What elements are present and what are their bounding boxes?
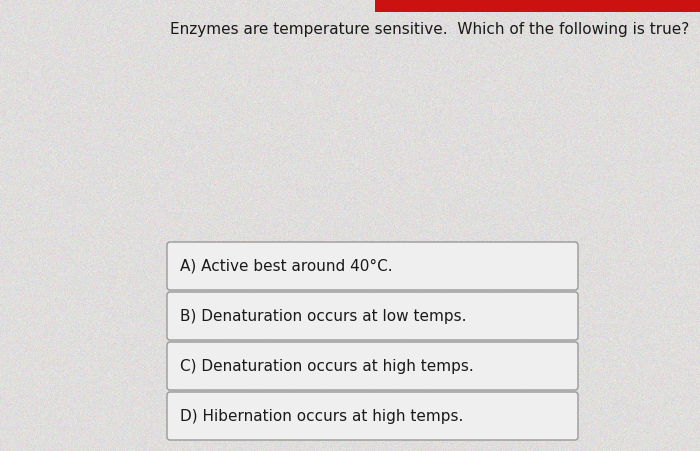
FancyBboxPatch shape <box>167 392 578 440</box>
FancyBboxPatch shape <box>167 292 578 340</box>
Bar <box>374 0 700 12</box>
Text: B) Denaturation occurs at low temps.: B) Denaturation occurs at low temps. <box>180 308 466 323</box>
Text: D) Hibernation occurs at high temps.: D) Hibernation occurs at high temps. <box>180 409 463 423</box>
FancyBboxPatch shape <box>167 242 578 290</box>
Text: C) Denaturation occurs at high temps.: C) Denaturation occurs at high temps. <box>180 359 474 373</box>
Text: Enzymes are temperature sensitive.  Which of the following is true?: Enzymes are temperature sensitive. Which… <box>170 22 690 37</box>
FancyBboxPatch shape <box>167 342 578 390</box>
Text: A) Active best around 40°C.: A) Active best around 40°C. <box>180 258 393 273</box>
